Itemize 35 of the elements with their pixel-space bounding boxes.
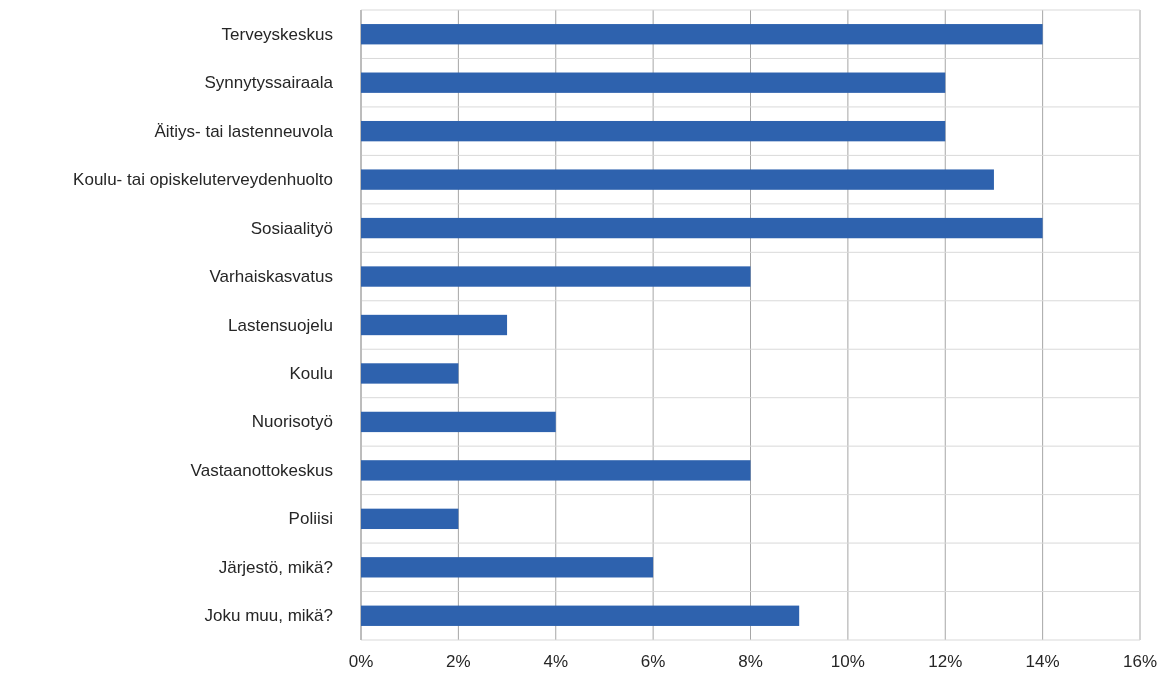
x-tick-label: 14% <box>1025 652 1060 671</box>
x-tick-label: 0% <box>348 652 374 671</box>
bar <box>361 217 1043 239</box>
y-tick-label: Terveyskeskus <box>221 24 333 44</box>
bar <box>361 24 1043 45</box>
bar <box>361 266 751 287</box>
bar <box>361 508 459 530</box>
y-tick-label: Äitiys- tai lastenneuvola <box>154 121 334 141</box>
x-tick-label: 4% <box>543 652 569 671</box>
bar <box>361 411 556 433</box>
y-tick-label: Poliisi <box>288 509 333 529</box>
bar <box>361 72 946 93</box>
y-tick-label: Synnytyssairaala <box>204 73 334 93</box>
x-tick-label: 12% <box>928 652 963 671</box>
x-tick-label: 2% <box>446 652 471 671</box>
x-tick-label: 8% <box>738 652 763 671</box>
y-tick-label: Järjestö, mikä? <box>218 557 333 577</box>
bar <box>361 120 946 142</box>
bar <box>361 363 459 384</box>
bar <box>361 605 800 626</box>
bar <box>361 314 508 336</box>
y-tick-label: Varhaiskasvatus <box>209 267 333 287</box>
y-tick-label: Lastensuojelu <box>228 315 333 335</box>
x-tick-label: 16% <box>1122 652 1158 671</box>
bar <box>361 169 994 190</box>
y-tick-label: Joku muu, mikä? <box>204 606 333 626</box>
y-tick-label: Koulu <box>289 363 333 383</box>
y-tick-label: Koulu- tai opiskeluterveydenhuolto <box>73 170 333 190</box>
y-tick-label: Sosiaalityö <box>250 218 333 238</box>
x-tick-label: 6% <box>640 652 666 671</box>
y-tick-label: Nuorisotyö <box>251 412 333 432</box>
x-tick-label: 10% <box>830 652 865 671</box>
y-tick-label: Vastaanottokeskus <box>190 460 333 480</box>
bar <box>361 557 654 578</box>
bar <box>361 460 751 481</box>
